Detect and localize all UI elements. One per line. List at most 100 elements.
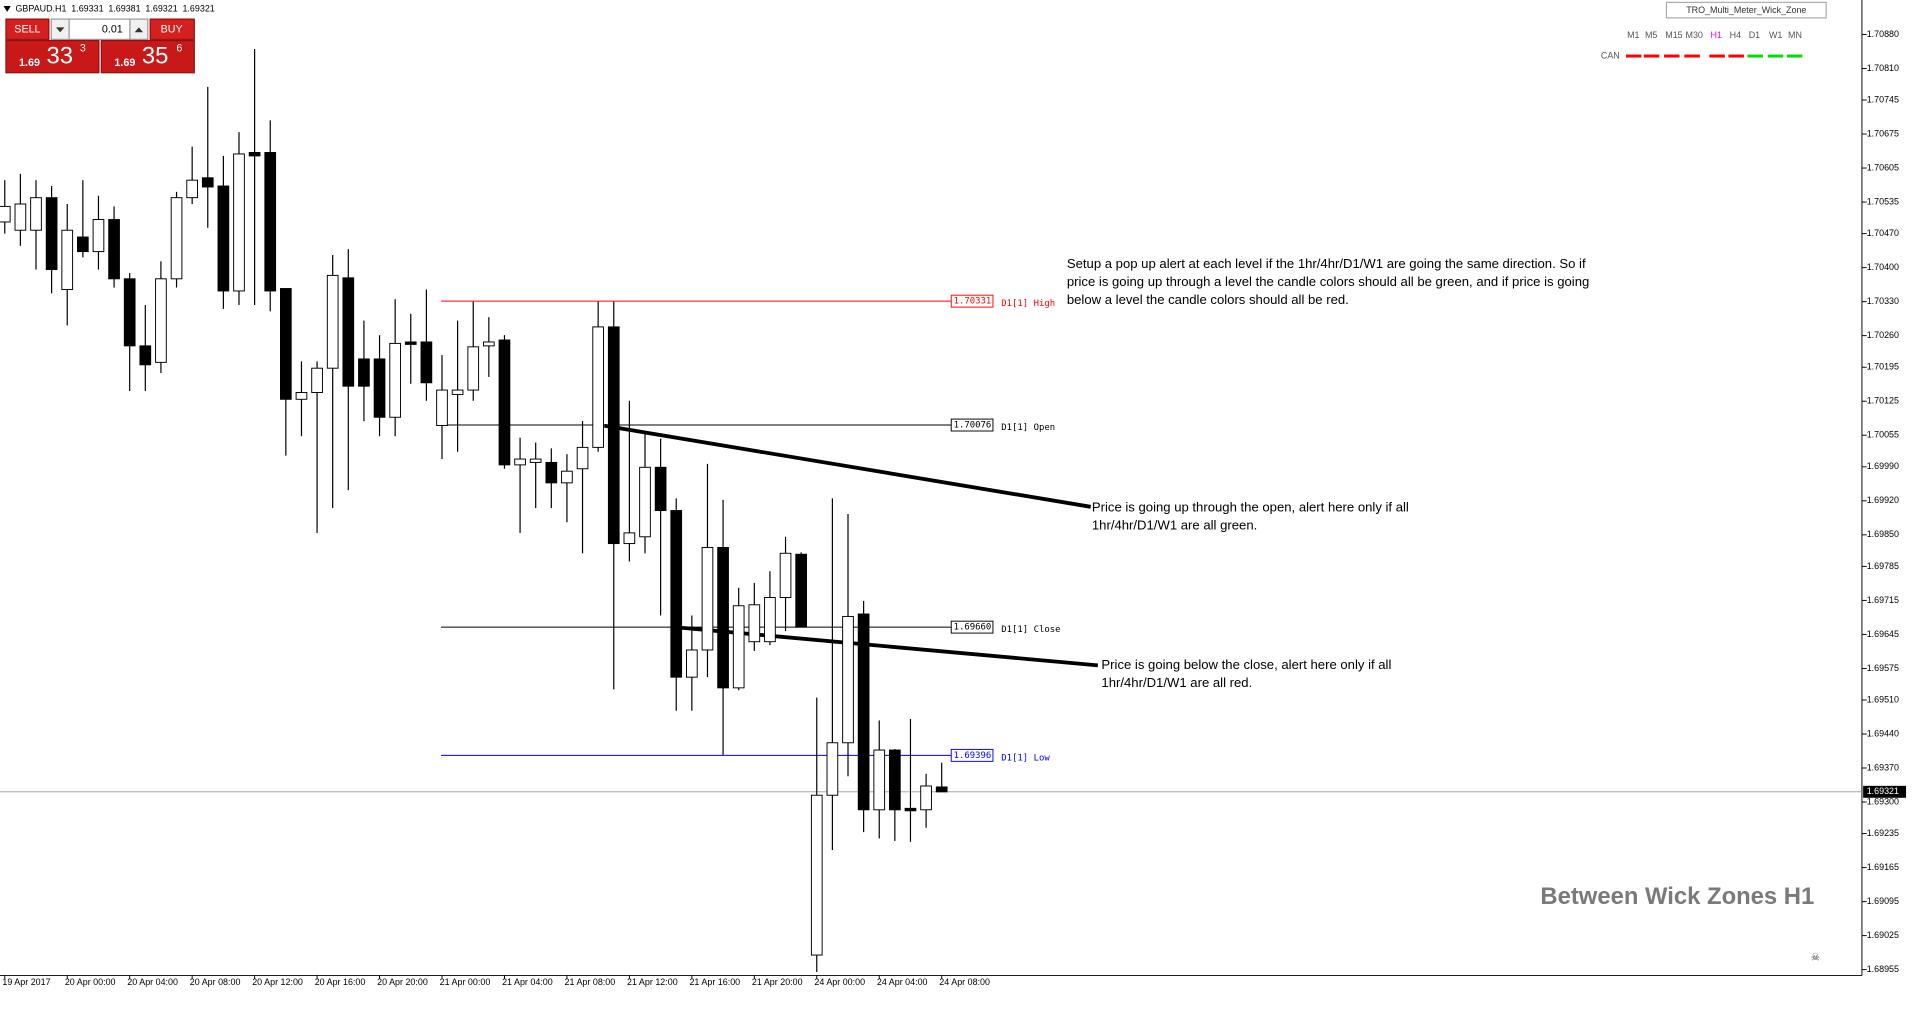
candle-body	[498, 339, 511, 466]
y-tick-label: 1.69440	[1867, 728, 1899, 738]
sell-label: SELL	[14, 24, 40, 36]
level-name: D1[1] High	[1001, 299, 1055, 309]
candle-body	[935, 786, 948, 793]
candle-body	[810, 794, 823, 956]
timeframe-label: MN	[1788, 30, 1802, 40]
y-tick-label: 1.70675	[1867, 128, 1899, 138]
candle-body	[186, 179, 198, 199]
candle-body	[0, 205, 11, 223]
y-tick-label: 1.69850	[1867, 529, 1899, 539]
candle-body	[576, 446, 589, 470]
candle-body	[764, 597, 776, 643]
y-tick-label: 1.70880	[1867, 29, 1899, 39]
bid-box[interactable]	[5, 39, 100, 74]
timeframe-label: D1	[1749, 30, 1760, 40]
y-tick-label: 1.69370	[1867, 762, 1899, 772]
meter-title: TRO_Multi_Meter_Wick_Zone	[1686, 5, 1806, 15]
ask-pips: 35	[142, 43, 169, 70]
symbol: GBPAUD.H1	[15, 4, 66, 14]
annotation-line: Price is going below the close, alert he…	[1101, 657, 1391, 672]
header-high: 1.69381	[108, 4, 140, 14]
y-tick-label: 1.69095	[1867, 896, 1899, 906]
candle-body	[77, 236, 89, 253]
candle-body	[529, 458, 542, 463]
trend-line	[675, 625, 1099, 668]
candle-body	[264, 152, 277, 292]
x-tick-label: 20 Apr 12:00	[252, 977, 303, 987]
candle-body	[748, 604, 761, 643]
candle-body	[155, 278, 167, 363]
buy-label: BUY	[161, 24, 183, 36]
level-label-box	[950, 294, 994, 308]
y-tick-label: 1.69715	[1867, 595, 1899, 605]
y-tick-label: 1.70605	[1867, 162, 1899, 172]
buy-button[interactable]	[149, 18, 195, 40]
corner-icon: ☠	[1811, 951, 1821, 963]
candle-body	[404, 341, 417, 345]
level-name: D1[1] Close	[1001, 625, 1060, 635]
level-value: 1.69396	[954, 751, 992, 761]
y-tick-label: 1.70745	[1867, 94, 1899, 104]
candle-body	[233, 153, 245, 292]
ask-point: 6	[176, 43, 182, 55]
candle-body	[842, 615, 854, 744]
candle-body	[201, 177, 214, 188]
lot-value: 0.01	[102, 24, 123, 36]
bid-pips: 33	[46, 43, 73, 70]
x-tick-label: 24 Apr 00:00	[814, 977, 865, 987]
sell-button[interactable]	[5, 18, 50, 40]
x-tick-label: 21 Apr 04:00	[502, 977, 553, 987]
candle-body	[857, 613, 870, 811]
y-tick-label: 1.69300	[1867, 796, 1899, 806]
candle-body	[30, 197, 42, 231]
candle-body	[686, 649, 698, 678]
timeframe-label: M30	[1686, 30, 1703, 40]
y-tick-label: 1.70470	[1867, 228, 1899, 238]
bid-point: 3	[80, 43, 86, 55]
trend-line	[604, 423, 1092, 509]
x-tick-label: 20 Apr 16:00	[315, 977, 366, 987]
timeframe-label: M1	[1627, 30, 1639, 40]
y-tick-label: 1.70400	[1867, 262, 1899, 272]
ask-box[interactable]	[100, 39, 195, 74]
candle-body	[873, 749, 886, 811]
candle-body	[826, 742, 839, 796]
candle-body	[654, 466, 667, 512]
y-tick-label: 1.70810	[1867, 63, 1899, 73]
candle-body	[904, 807, 917, 812]
annotation-line: price is going up through a level the ca…	[1067, 274, 1589, 289]
x-tick-label: 21 Apr 16:00	[689, 977, 740, 987]
chart-header: GBPAUD.H1 1.69331 1.69381 1.69321 1.69321	[15, 4, 214, 14]
timeframe-label: M5	[1645, 30, 1657, 40]
symbol-icon	[3, 5, 11, 12]
candle-body	[420, 341, 433, 384]
candle-body	[545, 461, 558, 484]
candle-body	[123, 278, 136, 347]
candle-body	[108, 219, 120, 280]
candle-body	[701, 546, 714, 651]
level-value: 1.69660	[954, 623, 992, 633]
current-price-box	[1863, 785, 1907, 798]
candle-body	[14, 203, 27, 231]
candle-body	[920, 785, 932, 811]
candle-body	[45, 197, 58, 271]
annotation-line: below a level the candle colors should a…	[1067, 292, 1349, 307]
candle-body	[732, 605, 745, 689]
x-tick-label: 20 Apr 08:00	[190, 977, 241, 987]
meter-title-box	[1665, 1, 1827, 19]
candle-body	[889, 749, 901, 811]
header-open: 1.69331	[71, 4, 103, 14]
candle-body	[295, 392, 308, 400]
y-tick-label: 1.69165	[1867, 862, 1899, 872]
candle-body	[639, 466, 651, 538]
x-tick-label: 24 Apr 04:00	[877, 977, 928, 987]
candle-body	[61, 229, 74, 290]
level-name: D1[1] Open	[1001, 423, 1055, 433]
candle-body	[779, 552, 792, 598]
watermark: Between Wick Zones H1	[1540, 883, 1814, 910]
level-value: 1.70331	[954, 297, 992, 307]
